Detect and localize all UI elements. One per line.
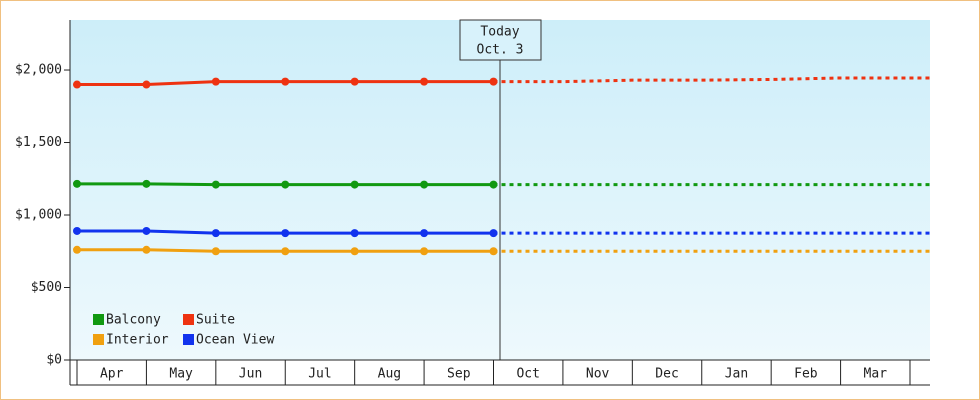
x-tick-label: Oct — [516, 367, 539, 382]
legend-swatch — [93, 334, 104, 345]
legend-swatch — [183, 314, 194, 325]
x-tick-label: Apr — [100, 367, 124, 382]
x-tick-label: Mar — [864, 367, 888, 382]
x-tick-label: Jul — [308, 367, 331, 382]
legend-label: Suite — [196, 313, 235, 328]
series-line — [77, 182, 494, 187]
legend-label: Ocean View — [196, 333, 274, 348]
today-label: Today — [480, 25, 519, 40]
y-tick-label: $0 — [46, 353, 62, 368]
x-tick-label: Aug — [378, 367, 401, 382]
x-tick-label: Jun — [239, 367, 262, 382]
y-tick-label: $500 — [31, 280, 62, 295]
y-tick-label: $1,500 — [15, 135, 62, 150]
legend-label: Balcony — [106, 313, 161, 328]
x-tick-label: Jan — [725, 367, 748, 382]
series-line — [77, 229, 494, 235]
x-tick-label: Sep — [447, 367, 471, 382]
legend-swatch — [183, 334, 194, 345]
today-date: Oct. 3 — [477, 43, 524, 58]
series-line — [77, 248, 494, 253]
x-tick-label: Feb — [794, 367, 818, 382]
today-box — [459, 19, 542, 61]
legend-swatch — [93, 314, 104, 325]
forecast-line — [493, 76, 930, 84]
legend-label: Interior — [106, 333, 169, 348]
y-tick-label: $2,000 — [15, 63, 62, 78]
x-tick-label: Nov — [586, 367, 610, 382]
x-tick-label: Dec — [655, 367, 678, 382]
y-tick-label: $1,000 — [15, 208, 62, 223]
x-tick-label: May — [169, 367, 193, 382]
series-line — [77, 80, 494, 87]
